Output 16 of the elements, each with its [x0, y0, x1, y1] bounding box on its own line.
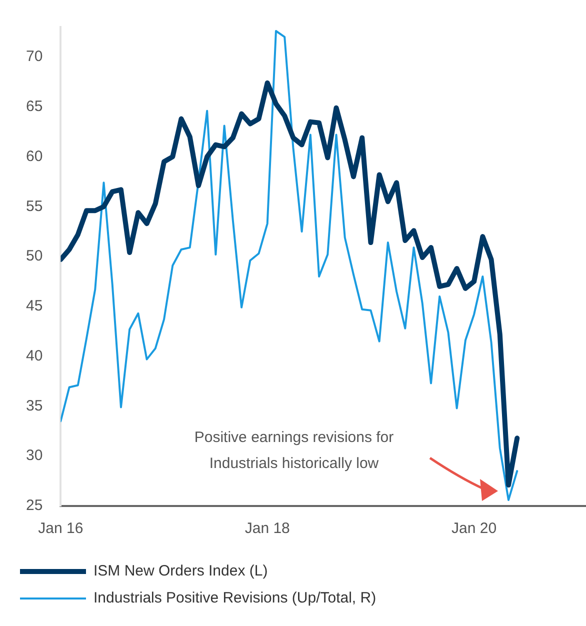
y-tick-label: 55: [26, 198, 43, 215]
y-tick-label: 70: [26, 48, 43, 66]
y-tick-label: 50: [26, 248, 43, 265]
y-tick-label: 30: [26, 447, 43, 464]
legend-label: ISM New Orders Index (L): [94, 562, 268, 580]
annotation: Positive earnings revisions for Industrials historically low: [194, 429, 394, 472]
x-tick-label: Jan 16: [38, 520, 84, 538]
x-tick-label: Jan 20: [452, 520, 497, 538]
y-tick-label: 25: [26, 497, 43, 514]
y-tick-label: 60: [26, 148, 43, 165]
y-tick-label: 35: [26, 397, 43, 414]
legend-label: Industrials Positive Revisions (Up/Total, R): [94, 590, 376, 607]
y-tick-label: 65: [26, 98, 43, 115]
y-tick-label: 40: [26, 347, 43, 364]
x-tick-label: Jan 18: [244, 520, 290, 538]
y-tick-label: 45: [26, 298, 43, 315]
